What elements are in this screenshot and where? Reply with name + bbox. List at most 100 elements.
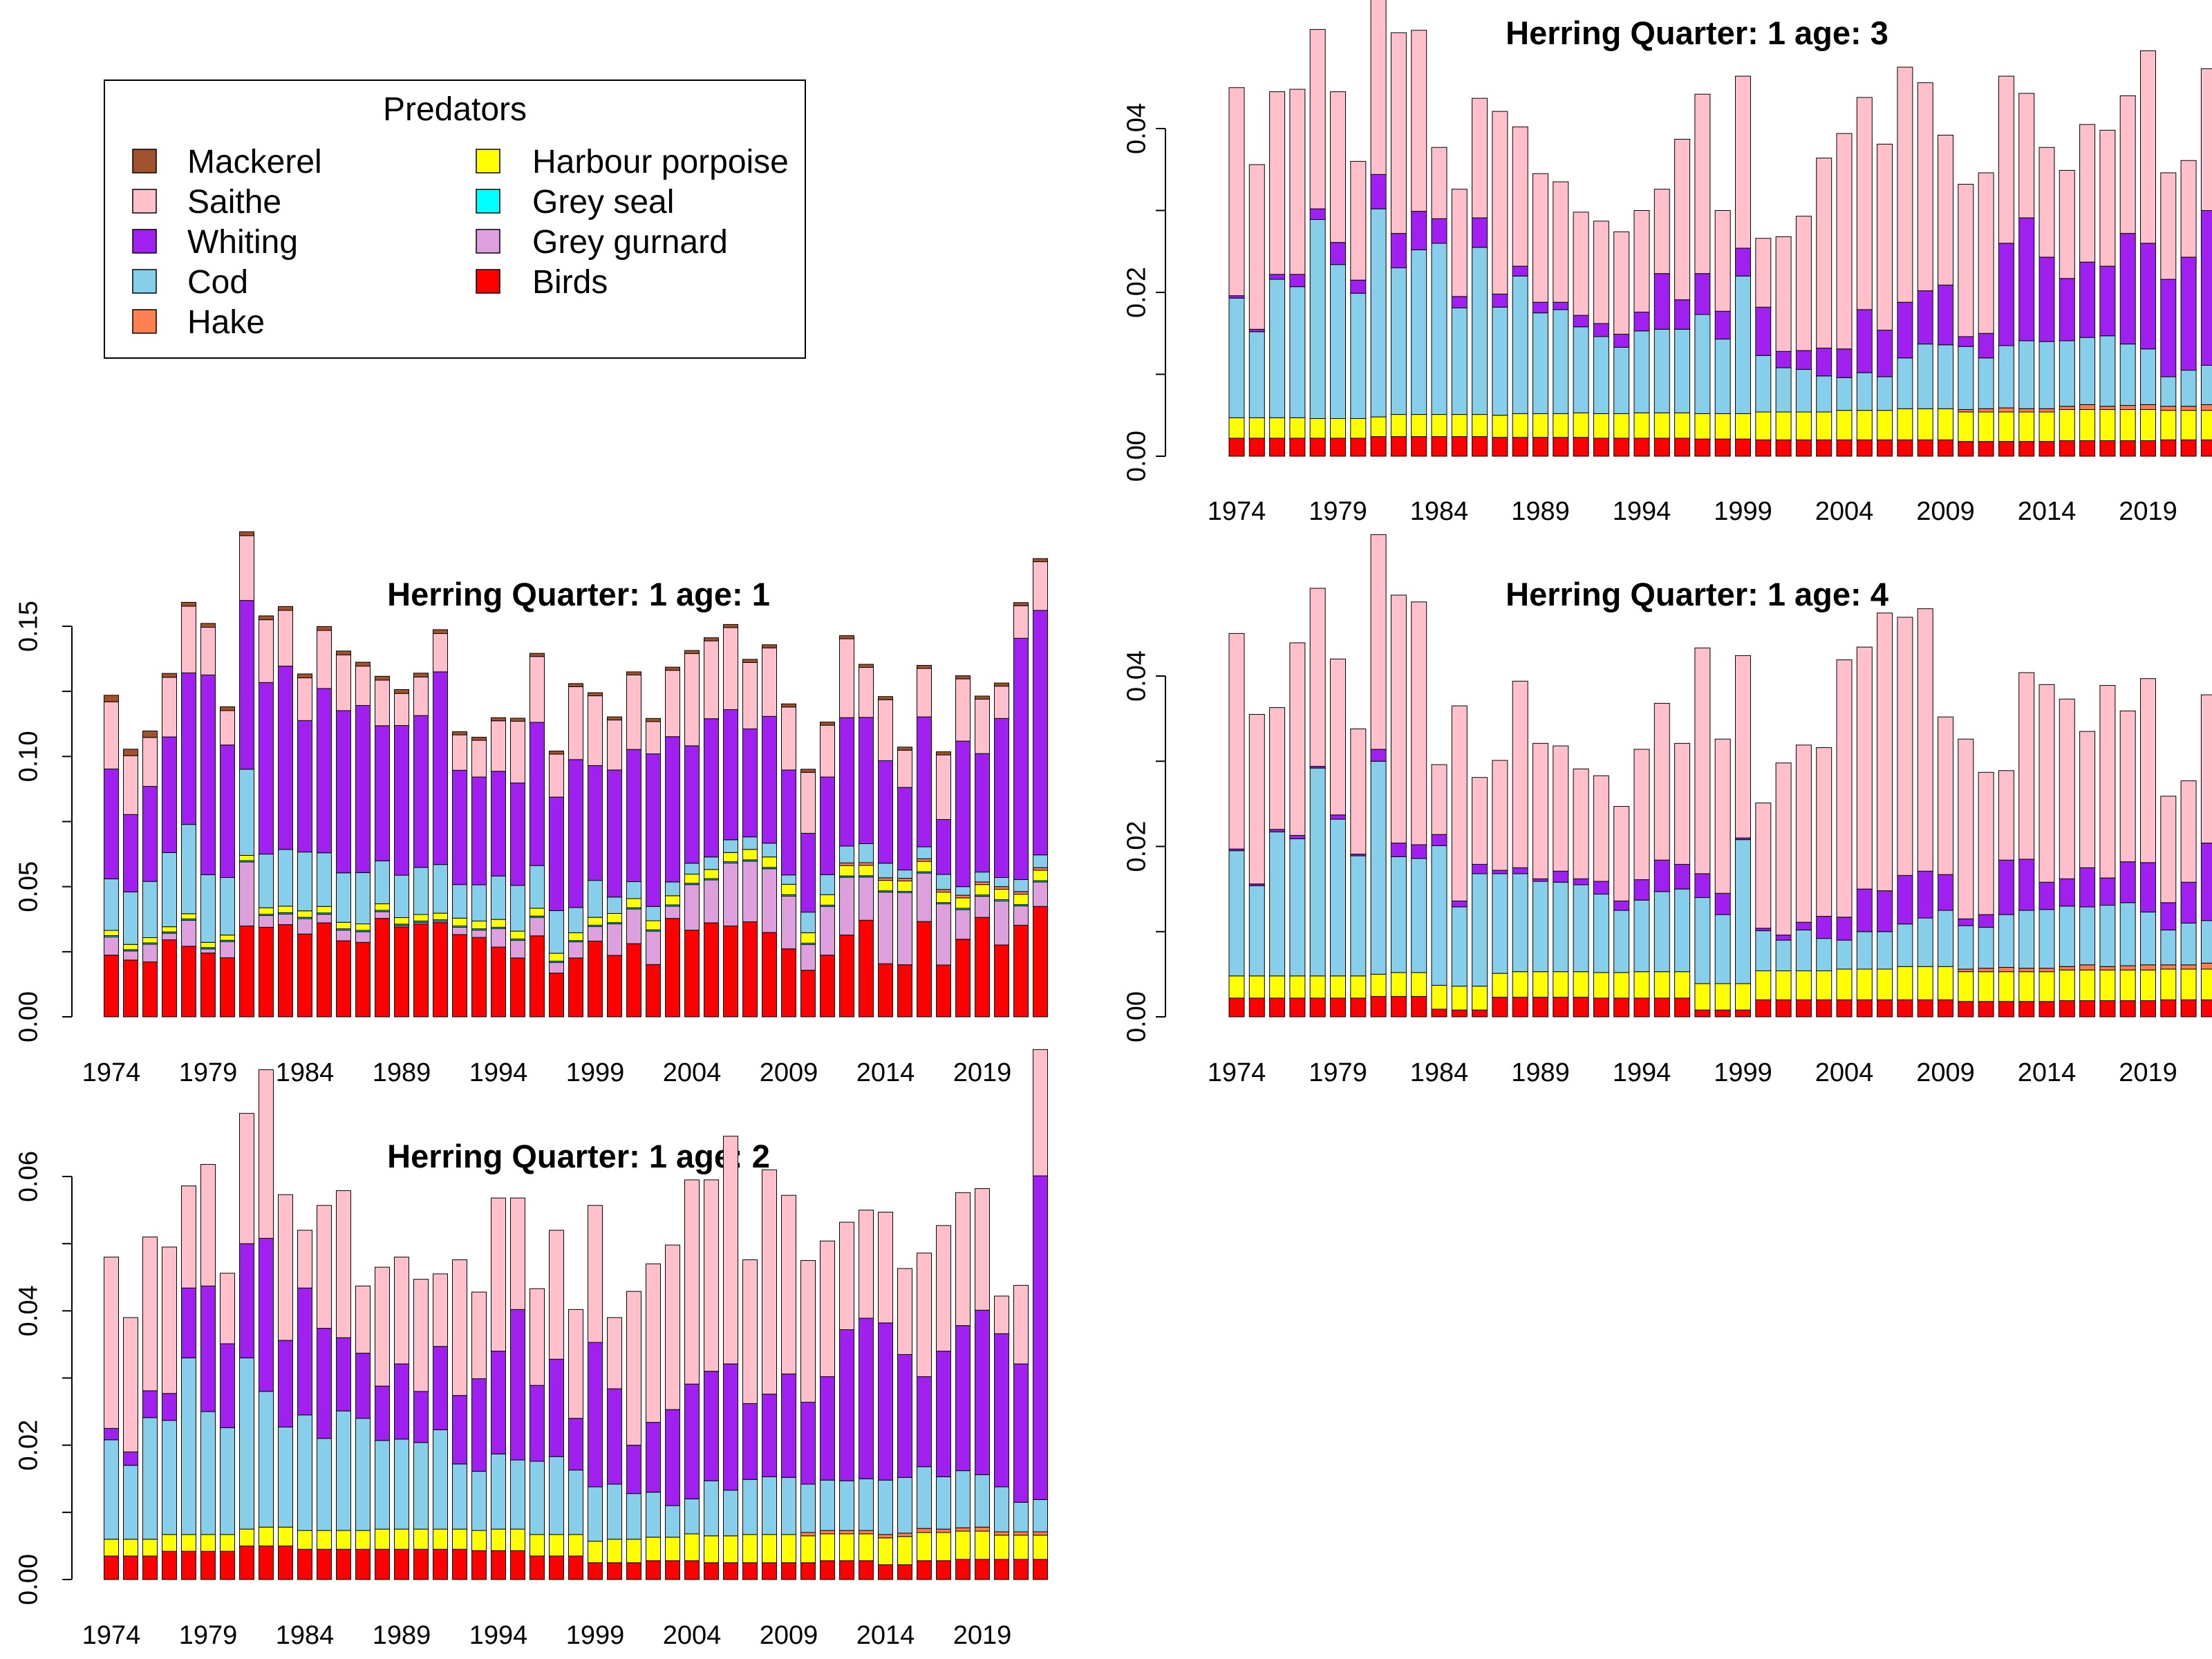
bar-segment-saithe [1917, 82, 1933, 292]
bar-segment-cod [1998, 345, 2014, 409]
bar-segment-birds [181, 946, 196, 1018]
bar-segment-harbour-porpoise [917, 1532, 932, 1562]
bar-segment-saithe [1775, 236, 1792, 352]
bar-segment-birds [1775, 439, 1792, 457]
bar-segment-mackerel [375, 675, 390, 681]
bar-segment-saithe [1451, 189, 1468, 297]
bar-segment-whiting [1714, 310, 1731, 340]
bar-segment-birds [994, 944, 1009, 1018]
bar-segment-cod [742, 836, 758, 850]
bar-segment-birds [665, 1560, 680, 1580]
bar-segment-grey-gurnard [123, 950, 138, 961]
bar-segment-birds [646, 1560, 661, 1580]
bar-segment-whiting [471, 776, 487, 885]
bar-1987 [1492, 111, 1508, 457]
bar-segment-whiting [704, 718, 719, 858]
bar-segment-whiting [259, 682, 274, 855]
bar-segment-whiting [1593, 323, 1609, 337]
bar-segment-birds [742, 921, 758, 1018]
bar-segment-birds [1633, 997, 1650, 1018]
bar-segment-birds [1755, 999, 1772, 1018]
bar-segment-hake [897, 1533, 912, 1537]
bar-segment-whiting [1714, 892, 1731, 915]
bar-2019 [2140, 678, 2156, 1018]
bar-segment-hake [2018, 408, 2035, 413]
bar-segment-hake [936, 889, 951, 893]
bar-segment-harbour-porpoise [1573, 971, 1589, 998]
x-tick-label: 1984 [1410, 1058, 1469, 1087]
bar-segment-birds [684, 1560, 700, 1580]
bar-segment-saithe [800, 1259, 816, 1403]
bar-segment-saithe [1013, 1284, 1029, 1365]
bar-segment-cod [2018, 910, 2035, 969]
bar-segment-harbour-porpoise [800, 1535, 816, 1564]
legend-swatch [476, 189, 500, 214]
bar-1976 [1269, 707, 1286, 1018]
bar-segment-saithe [1309, 29, 1326, 209]
bar-segment-whiting [684, 1383, 700, 1499]
bar-segment-saithe [626, 674, 641, 750]
bar-segment-whiting [1593, 881, 1609, 895]
y-tick-label: 0.06 [14, 1151, 43, 1202]
bar-segment-whiting [1836, 348, 1853, 378]
bar-segment-birds [1714, 438, 1731, 457]
bar-segment-cod [1816, 375, 1833, 413]
bar-segment-whiting [859, 717, 874, 845]
bar-segment-saithe [317, 1205, 332, 1329]
bar-2020 [2160, 172, 2177, 457]
bar-segment-saithe [2200, 68, 2212, 212]
bar-segment-saithe [336, 1190, 351, 1338]
bar-segment-mackerel [200, 623, 216, 628]
bar-1983 [278, 606, 293, 1018]
bar-segment-whiting [529, 1385, 545, 1462]
bar-segment-whiting [742, 728, 758, 838]
bar-segment-whiting [917, 1376, 932, 1468]
bar-segment-birds [723, 1562, 738, 1580]
bar-segment-harbour-porpoise [781, 1534, 796, 1564]
bar-segment-harbour-porpoise [1350, 975, 1367, 999]
bar-segment-cod [200, 874, 216, 943]
bar-segment-cod [2079, 906, 2096, 966]
bar-segment-whiting [704, 1371, 719, 1481]
bar-2022 [1033, 558, 1048, 1018]
bar-segment-harbour-porpoise [1533, 971, 1548, 998]
bar-segment-cod [1795, 368, 1812, 413]
bar-segment-cod [878, 1479, 893, 1535]
bar-segment-mackerel [104, 695, 119, 702]
bar-segment-cod [297, 852, 312, 912]
bar-segment-whiting [491, 1351, 506, 1454]
bar-segment-whiting [1938, 284, 1953, 346]
bar-segment-birds [1877, 439, 1893, 457]
bar-segment-hake [897, 878, 912, 881]
bar-segment-harbour-porpoise [510, 1528, 525, 1551]
bar-segment-birds [123, 959, 138, 1018]
legend-swatch [476, 149, 500, 174]
bar-segment-cod [1958, 925, 1974, 970]
bar-segment-birds [491, 946, 506, 1018]
bar-segment-harbour-porpoise [646, 920, 661, 930]
bar-2011 [1978, 771, 1994, 1018]
bar-2017 [2099, 129, 2116, 457]
bar-2018 [955, 1192, 971, 1580]
legend-title: Predators [383, 91, 527, 128]
bar-1984 [1431, 764, 1447, 1018]
bar-segment-harbour-porpoise [665, 1537, 680, 1562]
bar-segment-cod [1674, 888, 1691, 973]
bar-segment-birds [297, 933, 312, 1018]
bar-1977 [1289, 88, 1306, 457]
x-tick-label: 1989 [373, 1058, 431, 1087]
y-axis: 0.00 0.02 0.04 [1122, 103, 1166, 482]
bar-segment-birds [897, 964, 912, 1018]
bar-segment-mackerel [297, 673, 312, 679]
bar-segment-cod [955, 886, 971, 896]
bar-segment-whiting [1033, 1175, 1048, 1500]
bar-segment-birds [200, 1550, 216, 1580]
bar-segment-harbour-porpoise [1856, 968, 1873, 1000]
bar-segment-mackerel [665, 666, 680, 671]
bar-segment-whiting [1795, 921, 1812, 930]
bar-segment-harbour-porpoise [2038, 411, 2055, 442]
bar-2012 [839, 635, 854, 1018]
bar-segment-cod [104, 878, 119, 931]
bar-1997 [549, 1230, 564, 1580]
bar-segment-harbour-porpoise [471, 1530, 487, 1551]
